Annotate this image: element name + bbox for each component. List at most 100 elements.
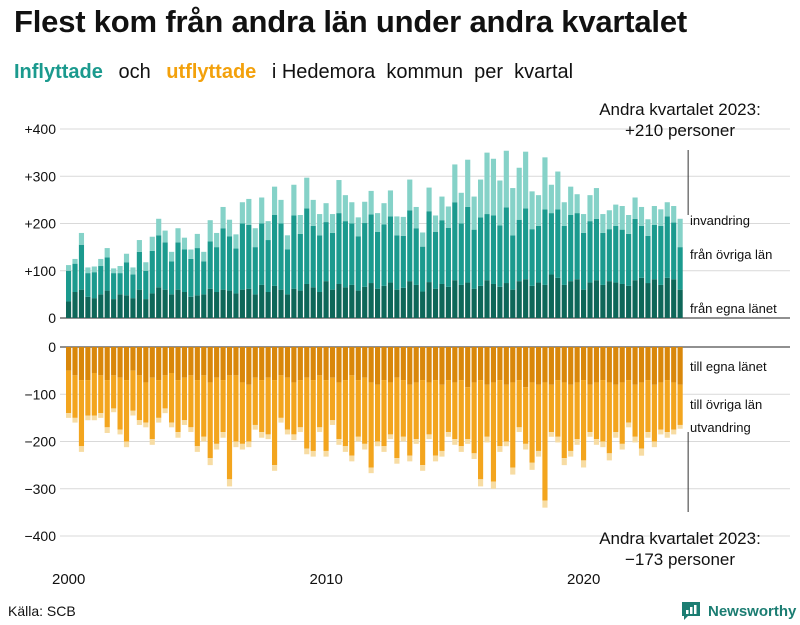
bar-inflow-segment [66, 265, 72, 271]
bar-inflow-segment [542, 157, 548, 210]
bar-inflow-segment [117, 266, 123, 274]
bar-outflow-segment [619, 347, 625, 383]
bar-outflow-segment [272, 347, 278, 381]
bar-outflow-segment [342, 380, 348, 447]
bar-outflow-segment [651, 384, 657, 442]
bar-outflow-segment [194, 446, 200, 452]
bar-inflow-segment [368, 190, 374, 215]
bar-outflow-segment [471, 382, 477, 454]
bar-outflow-segment [452, 347, 458, 383]
bar-outflow-segment [278, 417, 284, 423]
bar-inflow-segment [342, 195, 348, 222]
bar-inflow-segment [136, 251, 142, 290]
bar-outflow-segment [78, 347, 85, 381]
bar-outflow-segment [458, 446, 464, 452]
bar-outflow-segment [400, 380, 406, 437]
bar-outflow-segment [220, 380, 226, 433]
bar-outflow-segment [169, 422, 175, 428]
bar-inflow-segment [342, 287, 348, 318]
bar-inflow-segment [606, 229, 612, 282]
bar-outflow-segment [362, 443, 368, 450]
bar-outflow-segment [413, 439, 419, 444]
bar-outflow-segment [432, 455, 439, 462]
bar-outflow-segment [600, 380, 606, 442]
bar-inflow-segment [426, 282, 432, 318]
bar-inflow-segment [478, 217, 484, 286]
bar-inflow-segment [78, 289, 85, 318]
bar-inflow-segment [413, 284, 419, 318]
x-tick-label: 2010 [310, 571, 343, 588]
bar-outflow-segment [452, 382, 458, 440]
bar-outflow-segment [291, 382, 297, 435]
bar-inflow-segment [452, 202, 458, 281]
bar-outflow-segment [259, 347, 265, 381]
bar-outflow-segment [123, 380, 130, 442]
bar-outflow-segment [445, 432, 451, 437]
bar-inflow-segment [400, 287, 406, 318]
bar-outflow-segment [490, 382, 497, 482]
bar-outflow-segment [677, 424, 683, 429]
bar-inflow-segment [149, 293, 155, 318]
bar-outflow-segment [407, 455, 413, 462]
bar-outflow-segment [587, 347, 593, 385]
bar-outflow-segment [561, 382, 567, 459]
bar-inflow-segment [471, 229, 477, 289]
bar-outflow-segment [381, 380, 387, 447]
bar-outflow-segment [181, 377, 188, 421]
bar-outflow-segment [349, 375, 355, 456]
bar-inflow-segment [490, 283, 497, 318]
bar-inflow-segment [381, 224, 387, 286]
bar-inflow-segment [91, 298, 97, 318]
bar-outflow-segment [123, 441, 130, 448]
bar-outflow-segment [78, 446, 85, 452]
bar-outflow-segment [619, 443, 625, 450]
bar-outflow-segment [645, 432, 651, 438]
bar-outflow-segment [632, 347, 638, 385]
bar-inflow-segment [329, 232, 336, 290]
bar-outflow-segment [310, 450, 316, 457]
bar-inflow-segment [156, 287, 162, 318]
bar-inflow-segment [632, 280, 638, 318]
bar-outflow-segment [542, 347, 548, 383]
bar-outflow-segment [671, 347, 677, 383]
bar-outflow-segment [91, 372, 97, 416]
bar-inflow-segment [201, 251, 207, 262]
bar-inflow-segment [490, 215, 497, 284]
bar-outflow-segment [407, 347, 413, 385]
bar-outflow-segment [349, 455, 355, 462]
bar-outflow-segment [149, 377, 155, 440]
y-tick-label-top: +200 [24, 216, 56, 232]
bar-outflow-segment [432, 347, 439, 381]
bar-outflow-segment [246, 441, 252, 448]
bar-outflow-segment [638, 347, 645, 383]
bar-inflow-segment [162, 289, 168, 318]
bar-outflow-segment [252, 424, 258, 430]
bar-inflow-segment [400, 235, 406, 288]
bar-outflow-segment [394, 458, 400, 464]
bar-inflow-segment [426, 211, 432, 283]
bar-outflow-segment [272, 465, 278, 471]
bar-outflow-segment [368, 347, 374, 383]
bar-inflow-segment [600, 214, 606, 233]
bar-outflow-segment [188, 375, 194, 428]
bar-outflow-segment [66, 370, 72, 414]
bar-inflow-segment [72, 258, 78, 264]
bar-inflow-segment [651, 206, 657, 225]
bar-outflow-segment [381, 347, 387, 381]
bar-outflow-segment [117, 377, 123, 430]
bar-outflow-segment [297, 427, 303, 433]
bar-inflow-segment [323, 222, 329, 282]
bar-outflow-segment [426, 382, 432, 435]
bar-inflow-segment [465, 282, 471, 318]
bar-inflow-segment [66, 270, 72, 302]
bar-inflow-segment [677, 218, 683, 248]
bar-outflow-segment [593, 382, 600, 440]
bar-outflow-segment [523, 443, 529, 450]
bar-inflow-segment [581, 214, 587, 233]
bar-inflow-segment [188, 296, 194, 318]
bar-outflow-segment [555, 380, 561, 437]
bar-inflow-segment [265, 292, 271, 318]
bar-inflow-segment [98, 266, 104, 295]
bar-outflow-segment [638, 382, 645, 449]
bar-outflow-segment [503, 384, 509, 442]
